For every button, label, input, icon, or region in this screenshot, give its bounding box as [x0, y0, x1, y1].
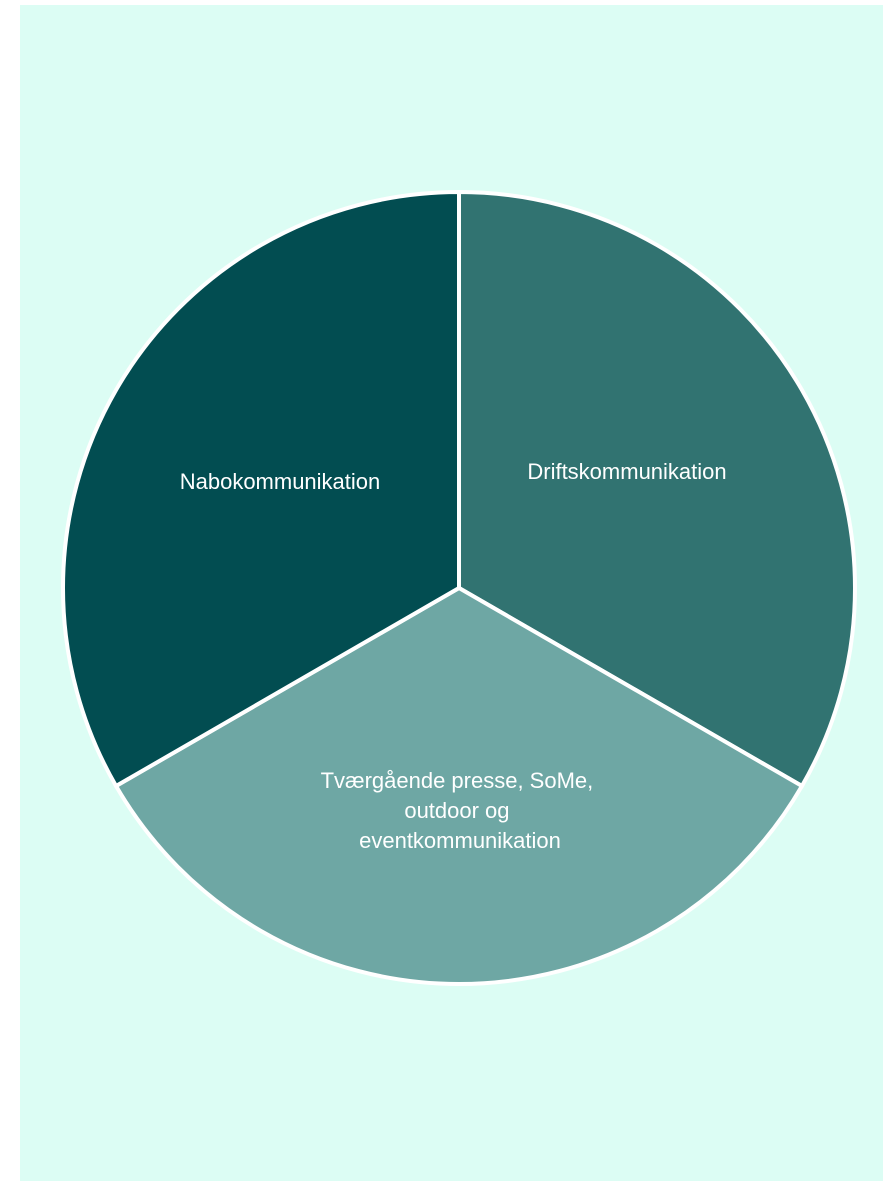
- segment-nabokommunikation: [61, 189, 461, 789]
- label-nabokommunikation: Nabokommunikation: [180, 469, 381, 494]
- segment-driftskommunikation: [457, 189, 857, 789]
- label-tvaergaaende: Tværgående presse, SoMe, outdoor og even…: [321, 768, 600, 853]
- label-driftskommunikation: Driftskommunikation: [527, 459, 726, 484]
- segment-tvaergaaende: [113, 585, 805, 986]
